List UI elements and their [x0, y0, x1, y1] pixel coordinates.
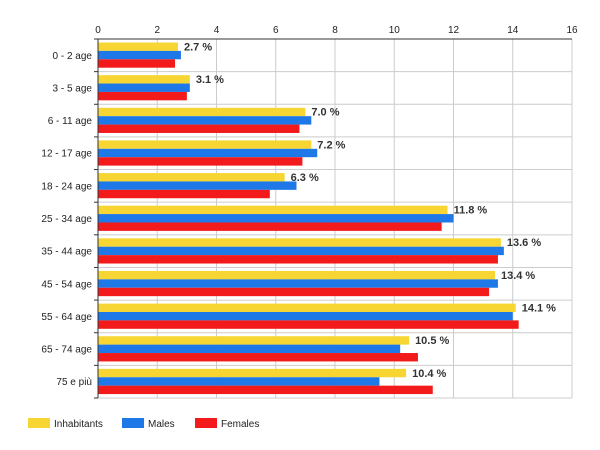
y-category-label: 65 - 74 age: [41, 345, 92, 356]
bar-females-1: [98, 91, 187, 101]
x-tick-label: 14: [507, 25, 519, 36]
bar-females-9: [98, 353, 418, 362]
bar-females-7: [98, 287, 490, 297]
data-label: 7.2 %: [317, 139, 345, 151]
bar-males-10: [98, 377, 380, 386]
bar-males-8: [98, 311, 513, 321]
y-category-label: 3 - 5 age: [53, 83, 93, 94]
y-category-label: 35 - 44 age: [41, 247, 92, 258]
bar-females-3: [98, 157, 303, 166]
bar-males-6: [98, 246, 504, 256]
data-label: 14.1 %: [522, 302, 556, 314]
y-category-label: 18 - 24 age: [41, 181, 92, 192]
bar-males-5: [98, 214, 454, 223]
legend-label-females: Females: [221, 419, 259, 430]
legend-swatch-inhabitants: [28, 418, 50, 428]
data-label: 7.0 %: [311, 107, 339, 119]
bar-inhabitants-4: [98, 173, 285, 182]
bar-females-8: [98, 320, 519, 329]
data-labels: 2.7 % 3.1 % 7.0 % 7.2 % 6.3 % 11.8 % 13.6 % 13.…: [184, 41, 556, 379]
legend-swatch-females: [195, 418, 217, 428]
data-label: 3.1 %: [196, 74, 224, 86]
y-category-label: 0 - 2 age: [53, 51, 93, 62]
bar-inhabitants-7: [98, 270, 495, 280]
y-category-label: 12 - 17 age: [41, 149, 92, 160]
bar-females-10: [98, 385, 433, 395]
data-label: 10.5 %: [415, 335, 449, 347]
bar-inhabitants-3: [98, 140, 312, 149]
grid-lines: [97, 38, 573, 399]
legend-swatch-males: [122, 418, 144, 428]
data-label: 11.8 %: [454, 205, 488, 217]
bar-males-7: [98, 279, 498, 288]
x-tick-label: 8: [332, 25, 338, 36]
data-label: 6.3 %: [291, 172, 319, 184]
data-label: 2.7 %: [184, 41, 212, 53]
bar-females-5: [98, 222, 442, 231]
bar-males-9: [98, 344, 401, 354]
bar-males-2: [98, 116, 312, 125]
data-label: 13.4 %: [501, 270, 535, 282]
data-label: 13.6 %: [507, 237, 541, 249]
legend: Inhabitants Males Females: [28, 418, 259, 430]
y-category-label: 75 e più: [56, 377, 92, 388]
bar-inhabitants-5: [98, 205, 448, 215]
bars: [98, 42, 519, 395]
bar-inhabitants-2: [98, 107, 306, 117]
y-category-label: 25 - 34 age: [41, 214, 92, 225]
bar-inhabitants-1: [98, 75, 190, 84]
x-tick-label: 16: [566, 25, 578, 36]
bar-females-4: [98, 189, 270, 199]
bar-males-0: [98, 50, 181, 60]
bar-males-3: [98, 148, 318, 158]
x-tick-label: 10: [389, 25, 401, 36]
bar-males-1: [98, 83, 190, 92]
x-tick-label: 2: [154, 25, 160, 36]
y-category-label: 45 - 54 age: [41, 279, 92, 290]
data-label: 10.4 %: [412, 368, 446, 380]
bar-inhabitants-0: [98, 42, 178, 51]
legend-label-inhabitants: Inhabitants: [54, 419, 103, 430]
y-category-label: 55 - 64 age: [41, 312, 92, 323]
x-tick-label: 12: [448, 25, 460, 36]
legend-label-males: Males: [148, 419, 175, 430]
axes: 0 2 4 6 8 10 12 14 16 0 - 2 age 3 - 5 age 6 - 11 ag…: [41, 25, 578, 399]
y-category-label: 6 - 11 age: [48, 116, 93, 127]
x-tick-label: 0: [95, 25, 101, 36]
bar-females-6: [98, 255, 498, 264]
bar-inhabitants-6: [98, 238, 501, 247]
bar-females-0: [98, 59, 176, 68]
bar-inhabitants-9: [98, 336, 410, 345]
bar-females-2: [98, 124, 300, 133]
bar-males-4: [98, 181, 297, 190]
x-tick-label: 4: [214, 25, 220, 36]
x-tick-label: 6: [273, 25, 279, 36]
bar-inhabitants-10: [98, 368, 407, 378]
bar-inhabitants-8: [98, 303, 516, 312]
